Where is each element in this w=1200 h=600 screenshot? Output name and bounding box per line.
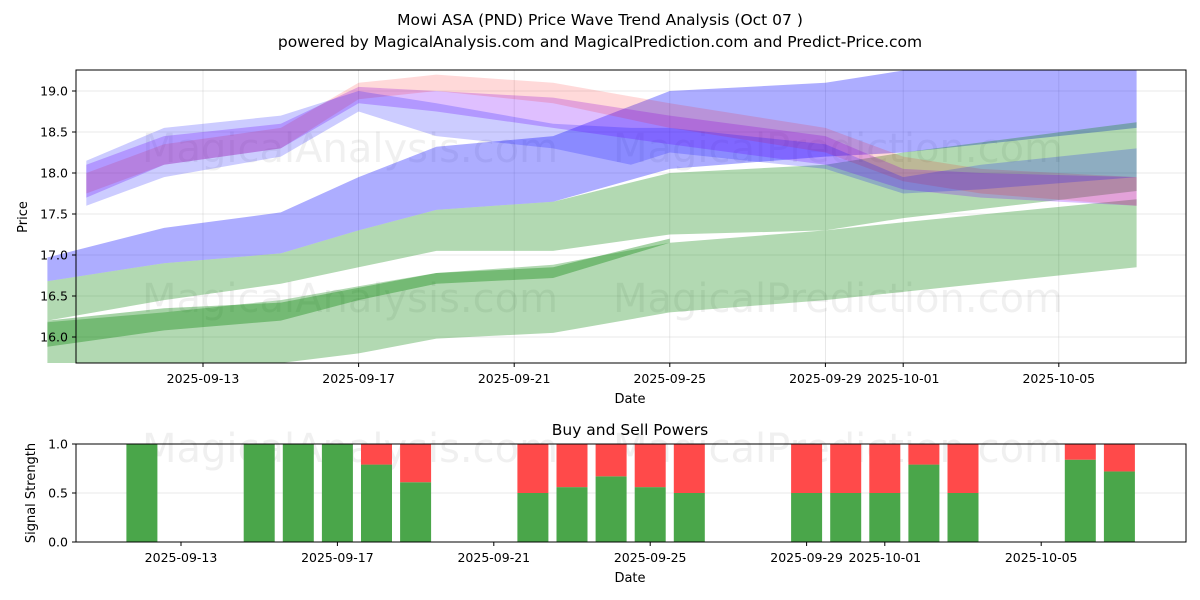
signal-bars: [126, 444, 1135, 542]
x-tick-label: 2025-09-29: [789, 371, 862, 386]
price-plot-background: [76, 70, 1186, 363]
y-tick-label: 1.0: [48, 437, 68, 452]
buy-bar: [869, 493, 901, 542]
price-grid: [76, 70, 1186, 363]
price-y-label: Price: [16, 201, 31, 233]
buy-bar: [791, 493, 823, 542]
x-tick-label: 2025-09-29: [770, 550, 843, 565]
sell-bar: [830, 444, 862, 493]
buy-bar: [556, 487, 588, 542]
sell-bar: [791, 444, 823, 493]
sell-bar: [400, 444, 432, 483]
y-tick-label: 17.5: [40, 207, 68, 222]
x-tick-label: 2025-09-25: [614, 550, 687, 565]
x-tick-label: 2025-09-17: [301, 550, 374, 565]
sell-bar: [908, 444, 940, 465]
sell-bar: [595, 444, 627, 477]
x-tick-label: 2025-09-17: [322, 371, 395, 386]
signal-y-label: Signal Strength: [24, 443, 39, 543]
buy-bar: [1103, 471, 1135, 542]
watermark: MagicalPrediction.com: [613, 126, 1063, 172]
price-plot: MagicalAnalysis.com MagicalPrediction.com…: [16, 69, 1187, 407]
y-tick-label: 16.5: [40, 289, 68, 304]
x-tick-label: 2025-10-01: [848, 550, 921, 565]
buy-bar: [1064, 459, 1096, 542]
buy-bar: [282, 444, 314, 542]
sell-bar: [869, 444, 901, 493]
chart-subtitle: powered by MagicalAnalysis.com and Magic…: [278, 33, 922, 51]
signal-plot: Buy and Sell Powers MagicalAnalysis.comM…: [24, 421, 1187, 586]
x-tick-label: 2025-09-13: [145, 550, 218, 565]
y-tick-label: 0.0: [48, 535, 68, 550]
y-tick-label: 18.5: [40, 125, 68, 140]
sell-bar: [1064, 444, 1096, 460]
watermark: MagicalAnalysis.com: [142, 126, 558, 172]
x-tick-label: 2025-09-21: [478, 371, 551, 386]
band-red-wave-1: [86, 74, 1137, 206]
price-x-ticks: 2025-09-13 2025-09-17 2025-09-21 2025-09-25…: [167, 363, 1095, 386]
x-tick-label: 2025-10-05: [1005, 550, 1078, 565]
buy-bar: [830, 493, 862, 542]
band-upper-blue-band: [47, 70, 1137, 282]
buy-bar: [321, 444, 353, 542]
buy-bar: [595, 476, 627, 542]
band-purple-wave-1: [86, 86, 1137, 206]
x-tick-label: 2025-10-05: [1022, 371, 1095, 386]
buy-bar: [947, 493, 979, 542]
buy-bar: [361, 464, 392, 542]
price-bands: [47, 70, 1137, 363]
sell-bar: [556, 444, 588, 488]
sell-bar: [673, 444, 705, 493]
x-tick-label: 2025-09-25: [633, 371, 706, 386]
signal-title: Buy and Sell Powers: [552, 421, 709, 439]
buy-bar: [634, 487, 666, 542]
y-tick-label: 19.0: [40, 84, 68, 99]
sell-bar: [1103, 444, 1135, 472]
sell-bar: [517, 444, 549, 493]
buy-bar: [517, 493, 549, 542]
watermark: MagicalPrediction.com: [613, 276, 1063, 322]
buy-bar: [673, 493, 705, 542]
band-upper-green-band: [47, 122, 1137, 321]
x-tick-label: 2025-09-13: [167, 371, 240, 386]
watermark: MagicalAnalysis.com: [142, 276, 558, 322]
x-tick-label: 2025-10-01: [867, 371, 940, 386]
signal-x-ticks: 2025-09-13 2025-09-17 2025-09-21 2025-09-25…: [145, 542, 1078, 565]
x-tick-label: 2025-09-21: [457, 550, 530, 565]
buy-bar: [126, 444, 158, 542]
price-watermarks: MagicalAnalysis.com MagicalPrediction.com…: [142, 126, 1063, 322]
band-lower-green-band: [47, 199, 1137, 363]
y-tick-label: 16.0: [40, 330, 68, 345]
signal-y-ticks: 0.0 0.5 1.0: [48, 437, 76, 550]
buy-bar: [400, 482, 432, 542]
chart-title: Mowi ASA (PND) Price Wave Trend Analysis…: [397, 11, 803, 29]
sell-bar: [361, 444, 392, 465]
band-lower-green-core: [47, 238, 670, 347]
y-tick-label: 17.0: [40, 248, 68, 263]
sell-bar: [634, 444, 666, 488]
y-tick-label: 18.0: [40, 166, 68, 181]
price-plot-frame: [75, 69, 1187, 364]
band-blue-wave-1: [86, 91, 1137, 206]
y-tick-label: 0.5: [48, 486, 68, 501]
buy-bar: [243, 444, 275, 542]
buy-bar: [908, 464, 940, 542]
sell-bar: [947, 444, 979, 493]
signal-x-label: Date: [614, 571, 645, 586]
price-y-ticks: 16.0 16.5 17.0 17.5 18.0 18.5 19.0: [40, 84, 76, 345]
price-x-label: Date: [614, 392, 645, 407]
